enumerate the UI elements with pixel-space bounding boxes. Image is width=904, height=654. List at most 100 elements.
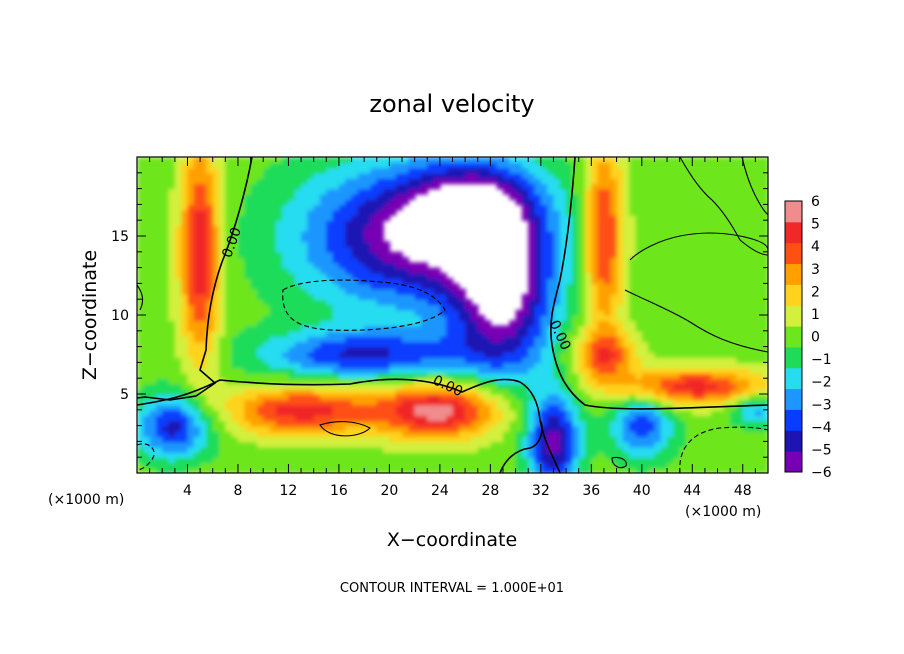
field-cell xyxy=(679,162,687,169)
field-cell xyxy=(301,236,309,243)
field-cell xyxy=(332,357,340,364)
field-cell xyxy=(351,441,359,448)
field-cell xyxy=(155,362,164,369)
field-cell xyxy=(143,188,151,195)
field-cell xyxy=(458,178,466,185)
field-cell xyxy=(433,436,441,443)
field-cell xyxy=(654,425,662,432)
field-cell xyxy=(137,251,145,258)
field-cell xyxy=(137,446,145,453)
field-cell xyxy=(648,441,656,448)
field-cell xyxy=(622,383,630,390)
field-cell xyxy=(641,199,649,206)
field-cell xyxy=(477,425,485,432)
field-cell xyxy=(143,372,151,379)
field-cell xyxy=(660,446,668,453)
field-cell xyxy=(635,367,643,374)
field-cell xyxy=(275,357,283,364)
field-cell xyxy=(143,178,151,185)
field-cell xyxy=(559,383,567,390)
field-cell xyxy=(610,462,618,469)
field-cell xyxy=(206,404,214,411)
field-cell xyxy=(446,446,454,453)
field-cell xyxy=(484,409,492,416)
field-cell xyxy=(275,262,283,269)
field-cell xyxy=(603,383,612,390)
field-cell xyxy=(534,172,542,179)
field-cell xyxy=(187,157,195,164)
field-cell xyxy=(370,451,378,458)
field-cell xyxy=(319,241,328,248)
field-cell xyxy=(250,346,258,353)
field-cell xyxy=(301,425,309,432)
field-cell xyxy=(641,425,649,432)
field-cell xyxy=(269,209,277,216)
field-cell xyxy=(446,388,454,395)
field-cell xyxy=(641,415,649,422)
field-cell xyxy=(206,330,214,337)
field-cell xyxy=(629,193,637,200)
field-cell xyxy=(622,283,630,290)
field-cell xyxy=(376,257,384,264)
field-cell xyxy=(559,330,567,337)
field-cell xyxy=(174,246,182,253)
field-cell xyxy=(629,409,637,416)
field-cell xyxy=(294,362,302,369)
field-cell xyxy=(648,362,656,369)
field-cell xyxy=(149,325,157,332)
field-cell xyxy=(143,378,151,385)
field-cell xyxy=(193,320,201,327)
field-cell xyxy=(181,388,189,395)
field-cell xyxy=(370,183,378,190)
field-cell xyxy=(174,293,182,300)
field-cell xyxy=(547,341,555,348)
field-cell xyxy=(490,351,498,358)
field-cell xyxy=(641,383,649,390)
field-cell xyxy=(244,372,252,379)
field-cell xyxy=(250,399,258,406)
field-cell xyxy=(137,378,145,385)
field-cell xyxy=(313,357,321,364)
field-cell xyxy=(137,425,145,432)
field-cell xyxy=(603,462,612,469)
field-cell xyxy=(389,409,397,416)
field-cell xyxy=(465,467,473,473)
field-cell xyxy=(313,167,321,174)
field-cell xyxy=(528,436,536,443)
field-cell xyxy=(219,288,227,295)
field-cell xyxy=(294,357,302,364)
field-cell xyxy=(414,172,422,179)
field-cell xyxy=(572,378,580,385)
field-cell xyxy=(250,236,258,243)
field-cell xyxy=(553,357,561,364)
field-cell xyxy=(326,251,334,258)
field-cell xyxy=(155,409,164,416)
field-cell xyxy=(269,404,277,411)
field-cell xyxy=(193,225,201,232)
field-cell xyxy=(528,446,536,453)
field-cell xyxy=(465,457,473,464)
field-cell xyxy=(585,309,593,316)
field-cell xyxy=(137,157,145,164)
field-cell xyxy=(654,430,662,437)
field-cell xyxy=(332,246,340,253)
field-cell xyxy=(402,357,410,364)
field-cell xyxy=(395,451,403,458)
field-cell xyxy=(528,404,536,411)
field-cell xyxy=(414,330,422,337)
field-cell xyxy=(585,462,593,469)
field-cell xyxy=(433,330,441,337)
field-cell xyxy=(149,209,157,216)
field-cell xyxy=(332,330,340,337)
field-cell xyxy=(566,278,574,285)
field-cell xyxy=(313,441,321,448)
field-cell xyxy=(572,199,580,206)
field-cell xyxy=(395,272,403,279)
field-cell xyxy=(181,362,189,369)
field-cell xyxy=(301,415,309,422)
field-cell xyxy=(540,283,548,290)
field-cell xyxy=(149,320,157,327)
field-cell xyxy=(376,425,384,432)
field-cell xyxy=(490,330,498,337)
field-cell xyxy=(420,388,429,395)
